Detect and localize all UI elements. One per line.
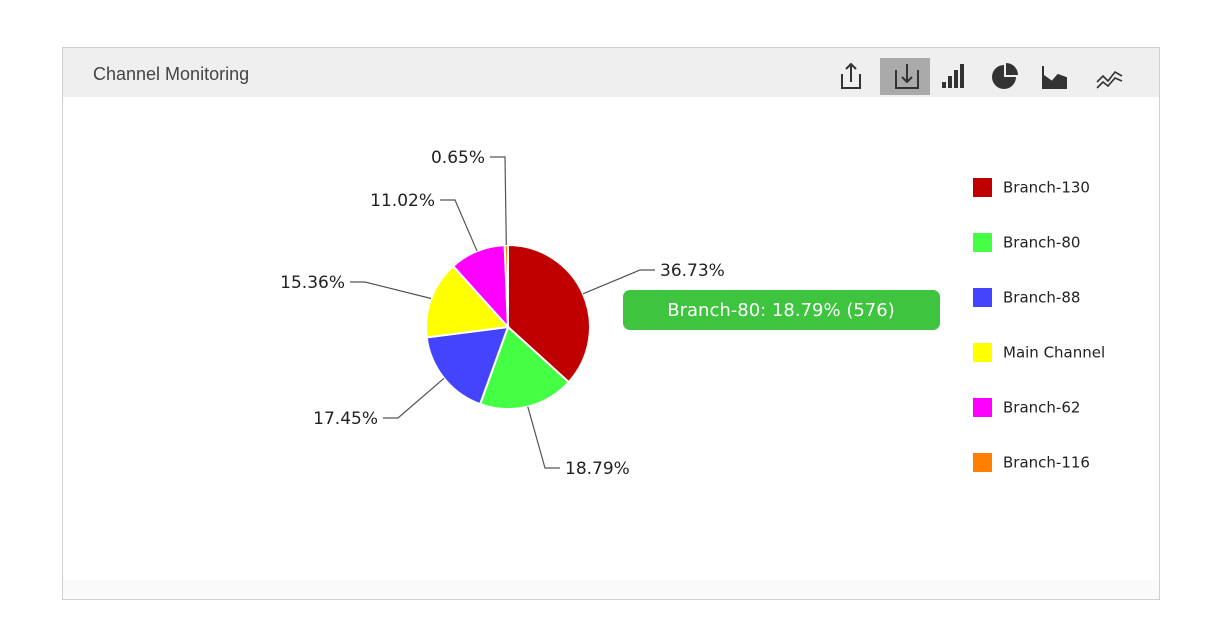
data-label: 11.02% — [370, 191, 435, 211]
panel-header — [63, 48, 1159, 97]
data-label: 17.45% — [313, 409, 378, 429]
legend-swatch — [973, 178, 992, 197]
legend-label: Main Channel — [1003, 344, 1105, 362]
legend-swatch — [973, 233, 992, 252]
legend-swatch — [973, 288, 992, 307]
legend-swatch — [973, 453, 992, 472]
leader-line — [383, 377, 445, 419]
legend-label: Branch-130 — [1003, 179, 1090, 197]
data-label: 18.79% — [565, 459, 630, 479]
legend-label: Branch-62 — [1003, 399, 1080, 417]
chart-title: Channel Monitoring — [93, 64, 249, 84]
leader-line — [582, 269, 655, 295]
export-icon[interactable] — [841, 62, 861, 89]
data-label: 36.73% — [660, 261, 725, 281]
panel-footer — [63, 580, 1159, 599]
pie-slice — [478, 325, 571, 410]
pie-chart-icon[interactable] — [992, 63, 1018, 89]
legend-label: Branch-80 — [1003, 234, 1080, 252]
leader-line — [440, 199, 478, 252]
toolbar — [841, 58, 1123, 95]
bar-chart-icon[interactable] — [942, 64, 964, 88]
legend-label: Branch-116 — [1003, 454, 1090, 472]
legend-swatch — [973, 398, 992, 417]
data-label: 15.36% — [280, 273, 345, 293]
legend-label: Branch-88 — [1003, 289, 1080, 307]
leader-line — [350, 281, 432, 300]
leader-line — [490, 156, 507, 246]
pie-slice — [425, 325, 510, 406]
pie-slice — [425, 264, 511, 339]
download-icon[interactable] — [895, 64, 919, 89]
line-chart-icon[interactable] — [1096, 70, 1123, 89]
area-chart-icon[interactable] — [1042, 66, 1067, 89]
data-label: 0.65% — [431, 148, 485, 168]
download-icon-bg[interactable] — [880, 58, 930, 95]
tooltip-text: Branch-80: 18.79% (576) — [667, 300, 894, 321]
leader-line — [527, 406, 560, 469]
legend-swatch — [973, 343, 992, 362]
tooltip-box — [623, 290, 940, 330]
panel-frame — [62, 47, 1160, 600]
